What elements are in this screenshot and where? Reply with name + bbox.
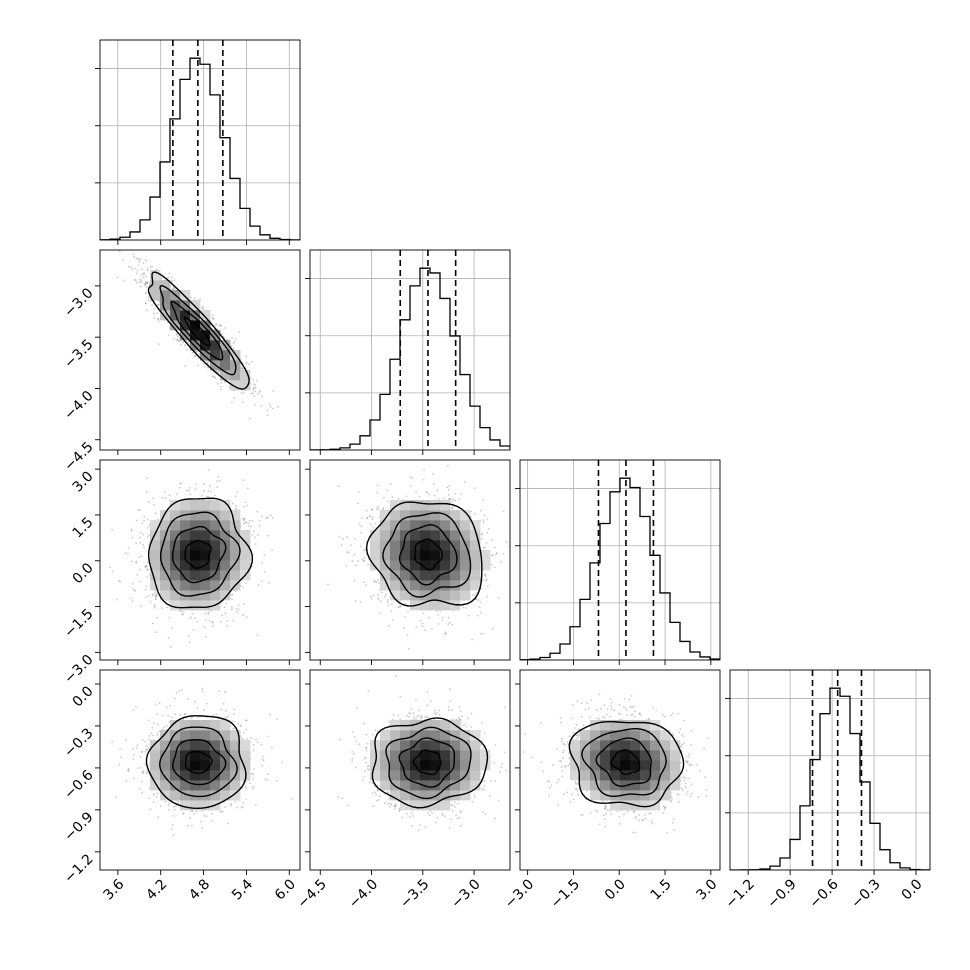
x-tick-label: −0.9	[764, 876, 799, 911]
scatter-panel-3-0: 3.6 4.2 4.8 5.4 6.0−1.2−0.9−0.6−0.30.0	[61, 669, 301, 903]
x-tick-label: −1.5	[548, 876, 583, 911]
contour-1.5-sigma	[159, 284, 237, 376]
x-tick-label: 0.0	[602, 876, 629, 903]
contour-2-sigma	[365, 501, 483, 607]
contour-0.5-sigma	[184, 539, 212, 569]
histogram-step-line	[730, 687, 930, 870]
histogram-panel-0	[95, 39, 301, 245]
scatter-panel-3-1: −4.5 −4.0 −3.5 −3.0	[295, 669, 511, 912]
axes-frame	[309, 249, 511, 451]
scatter-panel-1-0: −4.5 −4.0 −3.5 −3.0	[61, 249, 301, 474]
contour-1-sigma	[398, 737, 456, 788]
x-tick-label: 3.6	[100, 876, 127, 903]
contour-0.5-sigma	[184, 750, 213, 774]
histogram-panel-2	[515, 459, 721, 665]
x-tick-label: 1.5	[648, 876, 675, 903]
contour-1.5-sigma	[581, 728, 667, 798]
axes-frame	[99, 459, 301, 661]
contour-1.5-sigma	[159, 511, 241, 597]
contour-1.5-sigma	[159, 726, 238, 798]
y-tick-label: 0.0	[70, 683, 97, 710]
y-tick-label: −1.5	[61, 606, 96, 641]
x-tick-label: 0.0	[899, 876, 926, 903]
histogram-step-line	[310, 267, 510, 450]
contour-2-sigma	[147, 271, 250, 390]
contour-1-sigma	[172, 739, 227, 786]
contour-2-sigma	[371, 717, 489, 809]
x-tick-label: 4.2	[143, 876, 170, 903]
x-tick-label: −4.0	[346, 876, 381, 911]
axes-frame	[519, 669, 721, 871]
y-tick-label: 0.0	[70, 560, 97, 587]
contour-1-sigma	[398, 524, 458, 586]
contour-1-sigma	[170, 300, 224, 361]
y-tick-label: −4.5	[61, 439, 96, 474]
x-tick-label: 5.4	[229, 876, 256, 903]
x-tick-label: −4.5	[295, 876, 330, 911]
histogram-step-line	[100, 57, 300, 240]
axes-frame	[519, 459, 721, 661]
contour-0.5-sigma	[412, 749, 442, 776]
density-blocks	[370, 720, 491, 811]
y-tick-label: −3.5	[61, 337, 96, 372]
axes-frame	[99, 669, 301, 871]
x-tick-label: −0.3	[848, 876, 883, 911]
density-blocks	[150, 270, 251, 391]
x-tick-label: −3.0	[502, 876, 537, 911]
x-tick-label: 3.0	[693, 876, 720, 903]
x-tick-label: −1.2	[722, 876, 757, 911]
scatter-panel-2-1	[305, 459, 511, 665]
axes-frame	[309, 459, 511, 661]
scatter-panel-2-0: −3.0−1.50.01.53.0	[61, 459, 301, 687]
histogram-step-line	[520, 477, 720, 660]
y-tick-label: −0.6	[61, 767, 96, 802]
axes-frame	[729, 669, 931, 871]
y-tick-label: −1.2	[61, 851, 96, 886]
contour-0.5-sigma	[183, 316, 211, 347]
histogram-panel-3: −1.2 −0.9 −0.6 −0.3 0.0	[722, 669, 931, 912]
contour-2-sigma	[568, 720, 685, 808]
y-tick-label: 1.5	[70, 514, 97, 541]
contour-2-sigma	[147, 497, 254, 609]
scatter-panel-3-2: −3.0 −1.5 0.0 1.5 3.0	[502, 669, 721, 912]
y-tick-label: −0.3	[61, 725, 96, 760]
y-tick-label: −4.0	[61, 388, 96, 423]
y-tick-label: −0.9	[61, 809, 96, 844]
x-tick-label: 4.8	[186, 876, 213, 903]
contour-0.5-sigma	[610, 749, 641, 776]
contour-2-sigma	[145, 715, 247, 810]
y-tick-label: −3.0	[61, 652, 96, 687]
histogram-panel-1	[305, 249, 511, 455]
axes-frame	[99, 249, 301, 451]
contour-1.5-sigma	[382, 512, 472, 598]
y-tick-label: −3.0	[61, 285, 96, 320]
contour-1-sigma	[595, 737, 652, 787]
x-tick-label: −0.6	[806, 876, 841, 911]
x-tick-label: −3.5	[397, 876, 432, 911]
axes-frame	[99, 39, 301, 241]
contour-1.5-sigma	[385, 726, 472, 800]
axes-frame	[309, 669, 511, 871]
contour-0.5-sigma	[414, 538, 444, 571]
x-tick-label: −3.0	[448, 876, 483, 911]
contour-1-sigma	[171, 525, 227, 584]
